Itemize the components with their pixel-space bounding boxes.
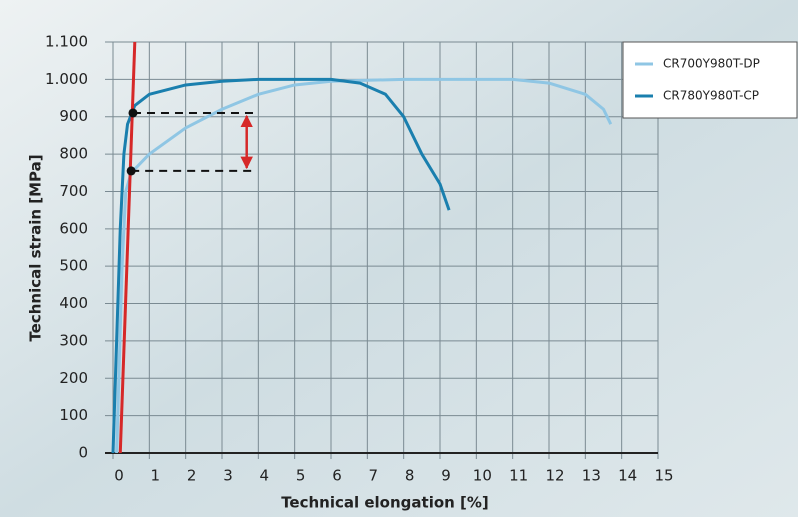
y-tick-label: 400 xyxy=(59,294,88,312)
x-tick-label: 3 xyxy=(223,467,233,485)
marker-point xyxy=(126,166,136,176)
x-tick-label: 15 xyxy=(654,467,673,485)
x-tick-label: 12 xyxy=(545,467,564,485)
x-tick-label: 4 xyxy=(260,467,270,485)
x-tick-label: 6 xyxy=(332,467,342,485)
series-line xyxy=(111,77,451,454)
x-tick-label: 13 xyxy=(582,467,601,485)
y-tick-label: 900 xyxy=(59,107,88,125)
y-tick-label: 200 xyxy=(59,369,88,387)
y-tick-label: 100 xyxy=(59,406,88,424)
x-tick-label: 7 xyxy=(369,467,379,485)
x-tick-label: 10 xyxy=(473,467,492,485)
y-tick-label: 600 xyxy=(59,219,88,237)
y-tick-label: 0 xyxy=(78,444,88,462)
y-tick-label: 1.000 xyxy=(45,70,88,88)
x-tick-label: 14 xyxy=(618,467,637,485)
y-tick-label: 700 xyxy=(59,182,88,200)
x-tick-label: 8 xyxy=(405,467,415,485)
x-tick-label: 2 xyxy=(187,467,197,485)
y-tick-label: 500 xyxy=(59,257,88,275)
legend-label: CR700Y980T-DP xyxy=(663,57,760,71)
x-tick-label: 11 xyxy=(509,467,528,485)
legend-label: CR780Y980T-CP xyxy=(663,89,759,103)
legend-box xyxy=(622,41,798,119)
y-tick-label: 300 xyxy=(59,331,88,349)
y-axis-label: Technical strain [MPa] xyxy=(27,154,45,341)
x-tick-label: 9 xyxy=(441,467,451,485)
x-tick-label: 5 xyxy=(296,467,306,485)
y-tick-label: 800 xyxy=(59,145,88,163)
x-tick-label: 1 xyxy=(151,467,161,485)
marker-point xyxy=(128,108,138,118)
x-tick-label: 0 xyxy=(114,467,124,485)
y-tick-label: 1.100 xyxy=(45,33,88,51)
x-axis-label: Technical elongation [%] xyxy=(281,494,489,512)
